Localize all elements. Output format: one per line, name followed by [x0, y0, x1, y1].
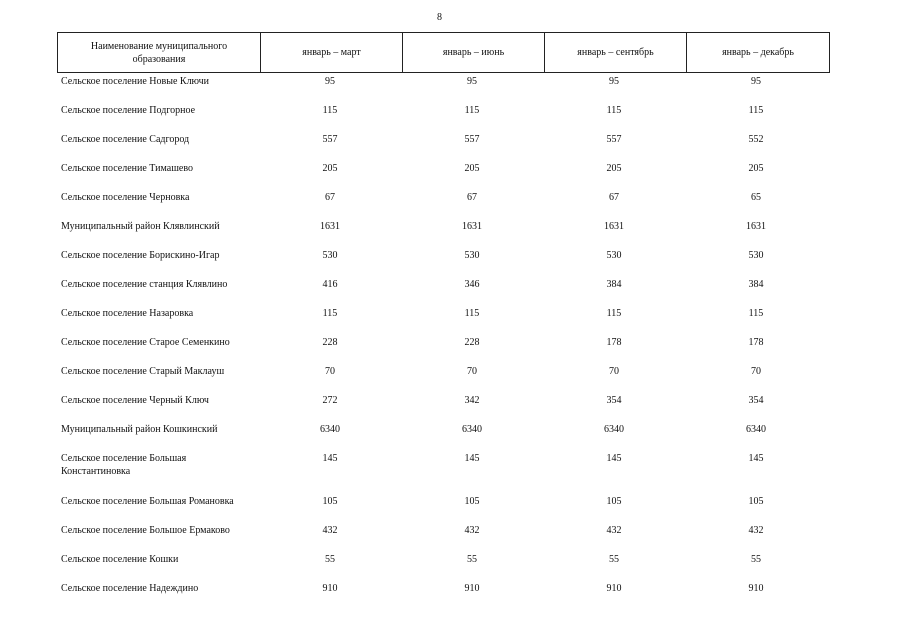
cell-value: 70: [609, 366, 619, 377]
cell-value: 530: [464, 250, 480, 261]
cell-value: 432: [464, 525, 480, 536]
row-label: Сельское поселение Черный Ключ: [61, 395, 209, 406]
cell-value: 910: [606, 583, 622, 594]
cell-value: 910: [322, 583, 338, 594]
cell-value: 178: [748, 337, 764, 348]
cell-value: 557: [322, 134, 338, 145]
cell-value: 105: [748, 496, 764, 507]
cell-value: 552: [748, 134, 764, 145]
cell-value: 145: [322, 453, 338, 464]
row-label: Сельское поселение Большая Константиновк…: [61, 453, 187, 477]
cell-value: 6340: [604, 424, 624, 435]
row-label: Сельское поселение Большое Ермаково: [61, 525, 230, 536]
page-number: 8: [437, 12, 442, 23]
row-label: Сельское поселение Кошки: [61, 554, 179, 565]
row-label: Муниципальный район Кошкинский: [61, 424, 218, 435]
cell-value: 1631: [746, 221, 766, 232]
cell-value: 530: [606, 250, 622, 261]
cell-value: 115: [606, 308, 622, 319]
cell-value: 272: [322, 395, 338, 406]
cell-value: 55: [609, 554, 619, 565]
header-cell: январь – сентябрь: [544, 32, 687, 73]
row-label: Сельское поселение Новые Ключи: [61, 76, 210, 87]
cell-value: 228: [464, 337, 480, 348]
row-label: Сельское поселение Подгорное: [61, 105, 196, 116]
header-cell: январь – декабрь: [686, 32, 830, 73]
cell-value: 70: [751, 366, 761, 377]
cell-value: 67: [467, 192, 477, 203]
row-label: Сельское поселение Надеждино: [61, 583, 199, 594]
cell-value: 6340: [320, 424, 340, 435]
cell-value: 228: [322, 337, 338, 348]
cell-value: 145: [606, 453, 622, 464]
cell-value: 432: [748, 525, 764, 536]
cell-value: 115: [748, 308, 764, 319]
cell-value: 67: [325, 192, 335, 203]
row-label: Сельское поселение Старый Маклауш: [61, 366, 225, 377]
cell-value: 115: [322, 308, 338, 319]
cell-value: 105: [322, 496, 338, 507]
cell-value: 115: [606, 105, 622, 116]
cell-value: 115: [322, 105, 338, 116]
cell-value: 416: [322, 279, 338, 290]
row-label: Сельское поселение Назаровка: [61, 308, 194, 319]
row-label: Сельское поселение станция Клявлино: [61, 279, 228, 290]
cell-value: 6340: [462, 424, 482, 435]
cell-value: 205: [464, 163, 480, 174]
row-label: Сельское поселение Тимашево: [61, 163, 194, 174]
cell-value: 342: [464, 395, 480, 406]
cell-value: 105: [606, 496, 622, 507]
cell-value: 70: [325, 366, 335, 377]
cell-value: 145: [464, 453, 480, 464]
cell-value: 910: [464, 583, 480, 594]
cell-value: 70: [467, 366, 477, 377]
cell-value: 55: [751, 554, 761, 565]
header-cell: январь – июнь: [402, 32, 545, 73]
cell-value: 115: [464, 308, 480, 319]
cell-value: 95: [467, 76, 477, 87]
row-label: Сельское поселение Старое Семенкино: [61, 337, 230, 348]
cell-value: 354: [606, 395, 622, 406]
cell-value: 205: [322, 163, 338, 174]
cell-value: 115: [748, 105, 764, 116]
cell-value: 354: [748, 395, 764, 406]
cell-value: 95: [325, 76, 335, 87]
row-label: Муниципальный район Клявлинский: [61, 221, 220, 232]
cell-value: 145: [748, 453, 764, 464]
cell-value: 432: [606, 525, 622, 536]
row-label: Сельское поселение Борискино-Игар: [61, 250, 220, 261]
cell-value: 530: [748, 250, 764, 261]
cell-value: 384: [748, 279, 764, 290]
cell-value: 346: [464, 279, 480, 290]
header-cell: Наименование муниципального образования: [57, 32, 261, 73]
cell-value: 95: [751, 76, 761, 87]
cell-value: 205: [748, 163, 764, 174]
cell-value: 55: [325, 554, 335, 565]
cell-value: 557: [606, 134, 622, 145]
cell-value: 55: [467, 554, 477, 565]
cell-value: 432: [322, 525, 338, 536]
row-label: Сельское поселение Большая Романовка: [61, 496, 234, 507]
cell-value: 910: [748, 583, 764, 594]
cell-value: 95: [609, 76, 619, 87]
cell-value: 384: [606, 279, 622, 290]
cell-value: 65: [751, 192, 761, 203]
cell-value: 67: [609, 192, 619, 203]
cell-value: 1631: [462, 221, 482, 232]
cell-value: 1631: [604, 221, 624, 232]
cell-value: 557: [464, 134, 480, 145]
cell-value: 1631: [320, 221, 340, 232]
cell-value: 115: [464, 105, 480, 116]
cell-value: 530: [322, 250, 338, 261]
cell-value: 6340: [746, 424, 766, 435]
row-label: Сельское поселение Черновка: [61, 192, 190, 203]
cell-value: 178: [606, 337, 622, 348]
row-label: Сельское поселение Садгород: [61, 134, 190, 145]
cell-value: 205: [606, 163, 622, 174]
header-cell: январь – март: [260, 32, 403, 73]
cell-value: 105: [464, 496, 480, 507]
